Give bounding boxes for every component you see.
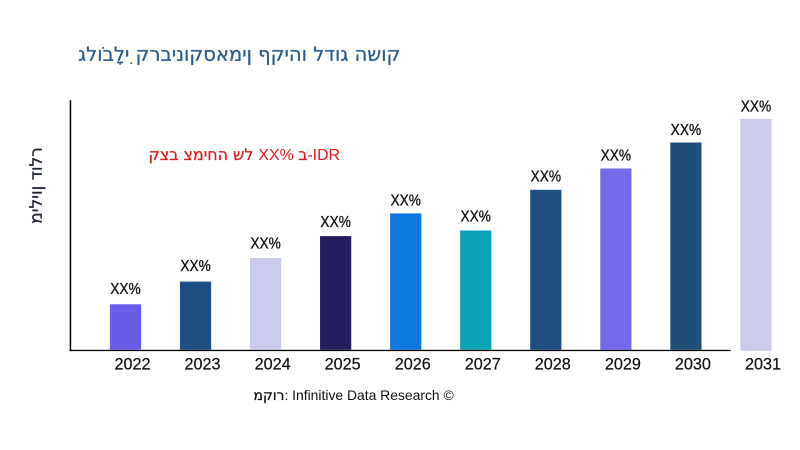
svg-text:2022: 2022	[114, 356, 150, 374]
svg-text:XX%: XX%	[531, 169, 561, 186]
svg-text:XX%: XX%	[461, 209, 491, 226]
svg-text:XX%: XX%	[250, 235, 280, 252]
svg-text:XX%: XX%	[258, 147, 293, 164]
svg-text:2027: 2027	[465, 356, 501, 374]
svg-text:2031: 2031	[745, 356, 781, 374]
svg-text:2023: 2023	[185, 356, 221, 374]
svg-text:XX%: XX%	[671, 122, 701, 139]
svg-text:2026: 2026	[395, 356, 431, 374]
svg-text:XX%: XX%	[320, 214, 350, 231]
svg-text:XX%: XX%	[601, 148, 631, 165]
svg-text:-IDR: -IDR	[307, 147, 340, 164]
svg-text:2030: 2030	[675, 356, 711, 374]
svg-text:: Infinitive Data Research ©: : Infinitive Data Research ©	[284, 387, 454, 403]
svg-text:2024: 2024	[255, 356, 291, 374]
svg-text:XX%: XX%	[741, 99, 771, 116]
svg-text:XX%: XX%	[110, 281, 140, 298]
svg-text:2025: 2025	[325, 356, 361, 374]
svg-text:2029: 2029	[605, 356, 641, 374]
svg-text:2028: 2028	[535, 356, 571, 374]
svg-text:XX%: XX%	[390, 193, 420, 210]
svg-text:XX%: XX%	[180, 258, 210, 275]
